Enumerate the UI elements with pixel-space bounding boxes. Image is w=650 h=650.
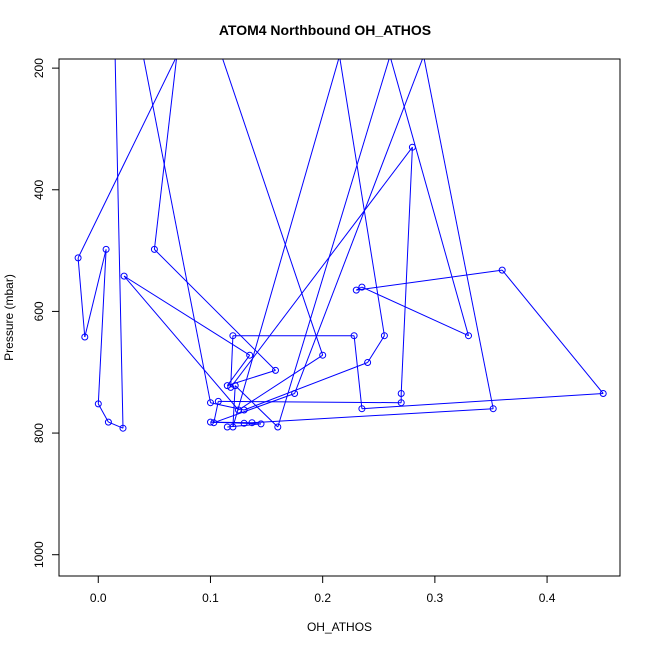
series-segment: [213, 393, 295, 424]
data-point: [248, 419, 256, 427]
data-point: [231, 382, 239, 390]
x-tick-label: 0.1: [202, 591, 219, 605]
series-segment: [84, 249, 107, 338]
series-segment: [277, 59, 390, 428]
series-segment: [294, 59, 423, 394]
data-point: [291, 390, 299, 397]
data-point: [207, 418, 214, 426]
x-axis: 0.0 0.1 0.2 0.3 0.4: [90, 576, 556, 605]
series-segment: [153, 59, 177, 250]
series-segment: [361, 393, 604, 410]
series-segment: [339, 59, 385, 336]
series-segment: [123, 275, 250, 356]
series-segment: [222, 59, 324, 356]
data-series: [74, 59, 607, 432]
data-point: [364, 359, 372, 366]
series-segment: [234, 385, 279, 428]
series-segment: [232, 59, 340, 428]
data-point: [274, 423, 282, 431]
data-point: [227, 383, 235, 391]
series-segment: [230, 335, 234, 388]
data-point: [119, 424, 127, 432]
data-point: [498, 266, 506, 274]
series-segment: [353, 335, 363, 409]
data-point: [229, 332, 237, 340]
data-point: [465, 332, 472, 340]
data-point: [272, 366, 279, 374]
x-tick-label: 0.2: [314, 591, 331, 605]
data-point: [94, 400, 102, 408]
series-segment: [210, 421, 245, 424]
series-segment: [423, 59, 494, 409]
series-segment: [367, 335, 385, 363]
plot-frame: [58, 58, 621, 577]
data-point: [81, 333, 89, 341]
data-point: [352, 286, 360, 294]
data-point: [214, 397, 222, 405]
data-point: [350, 332, 358, 340]
x-tick-label: 0.4: [539, 591, 556, 605]
data-point: [74, 254, 82, 262]
data-point: [223, 423, 231, 431]
y-tick-label: 1000: [32, 541, 46, 568]
data-point: [223, 382, 231, 390]
data-point: [102, 245, 110, 253]
series-segment: [143, 59, 211, 403]
data-point: [210, 419, 218, 427]
series-segment: [97, 249, 107, 404]
data-point: [240, 406, 248, 414]
data-point: [358, 405, 366, 413]
x-tick-label: 0.0: [90, 591, 107, 605]
series-segment: [77, 257, 86, 338]
y-tick-label: 400: [32, 179, 46, 199]
x-axis-label: OH_ATHOS: [307, 620, 372, 634]
data-point: [599, 390, 607, 397]
series-segment: [77, 59, 176, 259]
series-segment: [230, 146, 413, 388]
data-point: [489, 405, 497, 413]
y-tick-label: 200: [32, 58, 46, 78]
series-segment: [232, 385, 236, 428]
series-segment: [390, 59, 469, 336]
y-tick-label: 800: [32, 423, 46, 443]
data-point: [319, 351, 327, 359]
data-point: [397, 390, 405, 397]
y-axis-label: Pressure (mbar): [2, 274, 16, 361]
series-segment: [218, 400, 402, 404]
x-tick-label: 0.3: [427, 591, 444, 605]
data-point: [358, 283, 366, 291]
data-point: [380, 332, 388, 340]
series-segment: [243, 362, 368, 411]
y-axis: 200 400 600 800 1000: [32, 58, 59, 568]
data-point: [240, 419, 248, 427]
series-segment: [227, 369, 276, 387]
data-point: [104, 418, 112, 426]
series-segment: [361, 286, 469, 337]
series-segment: [356, 269, 503, 291]
series-segment: [123, 275, 239, 411]
series-segment: [108, 421, 124, 429]
series-segment: [238, 354, 323, 411]
series-segment: [114, 59, 124, 429]
chart-title: ATOM4 Northbound OH_ATHOS: [219, 22, 431, 38]
data-point: [397, 399, 405, 407]
series-segment: [251, 408, 494, 424]
data-point: [120, 272, 128, 280]
data-point: [246, 351, 254, 359]
series-segment: [501, 269, 604, 394]
data-point: [257, 420, 265, 428]
data-point: [408, 143, 416, 151]
data-point: [150, 245, 158, 253]
y-tick-label: 600: [32, 301, 46, 321]
series-segment: [400, 147, 413, 394]
series-segment: [227, 423, 262, 428]
data-point: [207, 399, 214, 407]
series-segment: [213, 401, 219, 423]
